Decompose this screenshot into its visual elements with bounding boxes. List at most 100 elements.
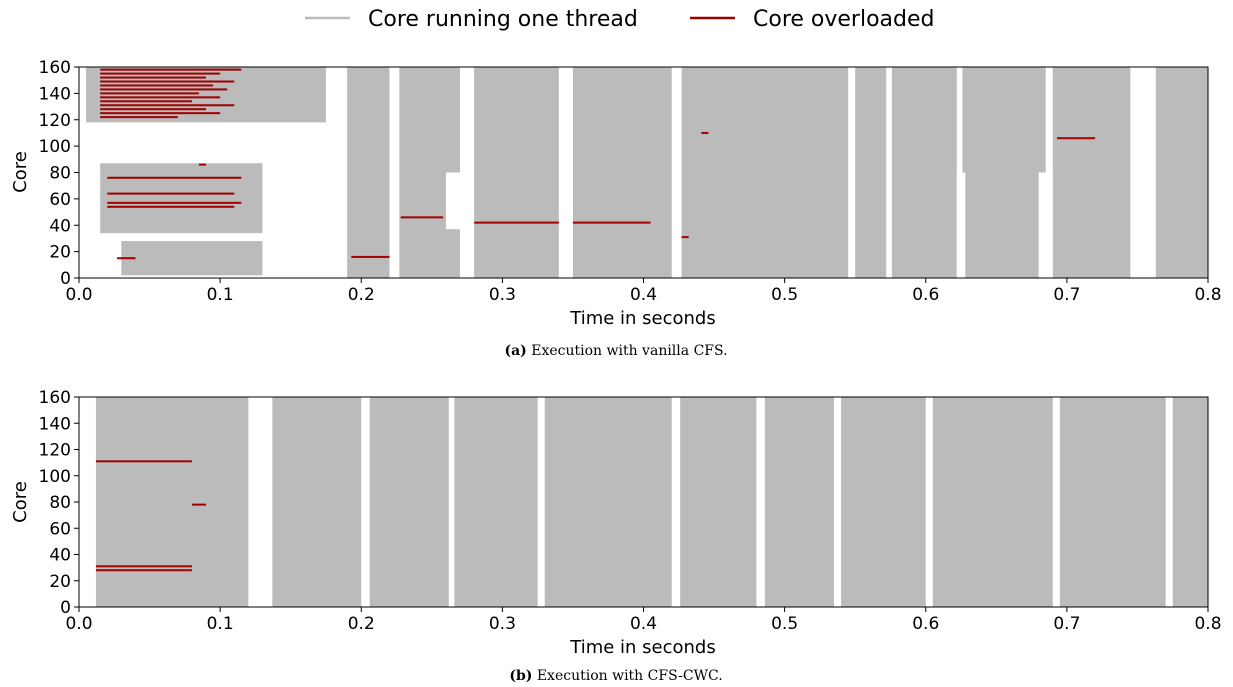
panel-a-overloaded-segment: [100, 84, 214, 87]
panel-a-ytick-label: 100: [39, 137, 71, 157]
panel-b-ytick-label: 120: [39, 441, 71, 461]
panel-a-thread-block: [1155, 67, 1208, 278]
panel-b-overloaded-segment: [95, 565, 192, 568]
panel-a-overloaded-segment: [107, 176, 242, 179]
panel-a-overloaded-segment: [198, 163, 207, 166]
panel-a-yticks: 0 20 40 60 80 100 120 140 160: [39, 58, 79, 289]
panel-a-overloaded-segment: [107, 201, 242, 204]
panel-a-xtick-label: 0.0: [65, 285, 92, 305]
legend-label-overloaded: Core overloaded: [753, 7, 935, 32]
panel-b-ytick-label: 40: [49, 546, 71, 566]
panel-b-thread-block: [454, 397, 538, 607]
panel-a-overloaded-segment: [100, 92, 199, 95]
panel-a-overloaded-segment: [474, 221, 559, 224]
panel-b-ytick-label: 100: [39, 467, 71, 487]
panel-b-xtick-label: 0.1: [207, 614, 234, 634]
panel-b-ytick-label: 0: [60, 598, 71, 618]
panel-a-overloaded-segment: [351, 255, 390, 258]
panel-b-caption-text: Execution with CFS-CWC.: [537, 668, 723, 684]
panel-a-idle-gap: [1038, 172, 1053, 278]
panel-a-thread-block: [474, 67, 559, 278]
panel-a-overloaded-segment: [1056, 137, 1096, 140]
panel-a-xlabel: Time in seconds: [569, 308, 715, 329]
panel-a-thread-block: [855, 67, 887, 278]
panel-a-overloaded-segment: [100, 100, 192, 103]
panel-b-caption: (b) Execution with CFS-CWC.: [509, 668, 722, 684]
panel-a-caption-label: (a): [504, 343, 526, 359]
panel-b-xtick-label: 0.0: [65, 614, 92, 634]
panel-b-plot: [95, 397, 1208, 607]
panel-b-yticks: 0 20 40 60 80 100 120 140 160: [39, 388, 79, 618]
panel-a-ytick-label: 20: [49, 243, 71, 263]
panel-b-thread-block: [369, 397, 449, 607]
panel-a: 0.0 0.1 0.2 0.3 0.4 0.5 0.6 0.7 0.8 0 20 40 60 80 100…: [10, 58, 1222, 359]
panel-a-thread-block: [100, 163, 263, 234]
panel-a-overloaded-segment: [100, 68, 242, 71]
panel-a-xtick-label: 0.3: [489, 285, 516, 305]
panel-a-thread-block: [347, 67, 390, 278]
panel-a-ytick-label: 160: [39, 58, 71, 78]
panel-a-overloaded-segment: [100, 116, 178, 119]
panel-a-ytick-label: 60: [49, 190, 71, 210]
panel-b-xtick-label: 0.3: [489, 614, 516, 634]
panel-b-ylabel: Core: [10, 481, 31, 523]
panel-b-thread-block: [680, 397, 757, 607]
panel-a-idle-gap: [445, 172, 472, 230]
panel-a-thread-block: [962, 67, 1046, 278]
panel-b-xticks: 0.0 0.1 0.2 0.3 0.4 0.5 0.6 0.7 0.8: [65, 607, 1222, 634]
panel-a-overloaded-segment: [100, 112, 221, 115]
panel-a-caption: (a) Execution with vanilla CFS.: [504, 343, 727, 359]
panel-a-overloaded-segment: [100, 104, 235, 107]
panel-a-overloaded-segment: [100, 76, 207, 79]
panel-b-thread-block: [544, 397, 672, 607]
panel-a-overloaded-segment: [681, 236, 689, 239]
panel-b-ytick-label: 60: [49, 519, 71, 539]
panel-b-thread-block: [1172, 397, 1208, 607]
panel-b-xtick-label: 0.4: [630, 614, 657, 634]
panel-a-thread-block: [1052, 67, 1131, 278]
panel-a-overloaded-segment: [100, 108, 207, 111]
panel-b-ytick-label: 80: [49, 493, 71, 513]
panel-a-thread-block: [891, 67, 957, 278]
panel-a-idle-gap: [956, 172, 966, 278]
panel-b-xtick-label: 0.6: [912, 614, 939, 634]
panel-a-overloaded-segment: [100, 88, 228, 91]
panel-a-xtick-label: 0.4: [630, 285, 657, 305]
panel-b-xtick-label: 0.5: [771, 614, 798, 634]
panel-a-xtick-label: 0.7: [1053, 285, 1080, 305]
panel-a-xtick-label: 0.2: [348, 285, 375, 305]
panel-b-ytick-label: 160: [39, 388, 71, 408]
panel-b-overloaded-segment: [191, 503, 207, 506]
panel-a-thread-block: [121, 241, 263, 276]
panel-a-overloaded-segment: [107, 205, 235, 208]
panel-a-thread-block: [681, 67, 849, 278]
panel-a-ytick-label: 140: [39, 84, 71, 104]
panel-b-thread-block: [932, 397, 1053, 607]
panel-a-ytick-label: 120: [39, 111, 71, 131]
panel-b-ytick-label: 140: [39, 414, 71, 434]
panel-a-overloaded-segment: [117, 257, 136, 260]
panel-a-ytick-label: 80: [49, 164, 71, 184]
panel-a-overloaded-segment: [100, 96, 221, 99]
panel-b: 0.0 0.1 0.2 0.3 0.4 0.5 0.6 0.7 0.8 0 20 40 60 80 100…: [10, 388, 1222, 684]
panel-a-xtick-label: 0.6: [912, 285, 939, 305]
panel-a-xtick-label: 0.5: [771, 285, 798, 305]
panel-b-thread-block: [1059, 397, 1166, 607]
panel-b-overloaded-segment: [95, 569, 192, 572]
panel-a-ytick-label: 0: [60, 269, 71, 289]
panel-a-overloaded-segment: [107, 192, 235, 195]
panel-b-xlabel: Time in seconds: [569, 637, 715, 658]
panel-b-overloaded-segment: [95, 460, 192, 463]
legend: Core running one thread Core overloaded: [305, 7, 935, 32]
panel-a-ytick-label: 40: [49, 216, 71, 236]
panel-b-xtick-label: 0.7: [1053, 614, 1080, 634]
panel-a-thread-block: [572, 67, 672, 278]
panel-b-thread-block: [272, 397, 362, 607]
panel-b-xtick-label: 0.8: [1194, 614, 1221, 634]
panel-a-caption-text: Execution with vanilla CFS.: [531, 343, 727, 359]
panel-a-overloaded-segment: [572, 221, 651, 224]
panel-b-thread-block: [95, 397, 249, 607]
legend-label-thread: Core running one thread: [368, 7, 638, 32]
panel-a-xticks: 0.0 0.1 0.2 0.3 0.4 0.5 0.6 0.7 0.8: [65, 278, 1222, 305]
